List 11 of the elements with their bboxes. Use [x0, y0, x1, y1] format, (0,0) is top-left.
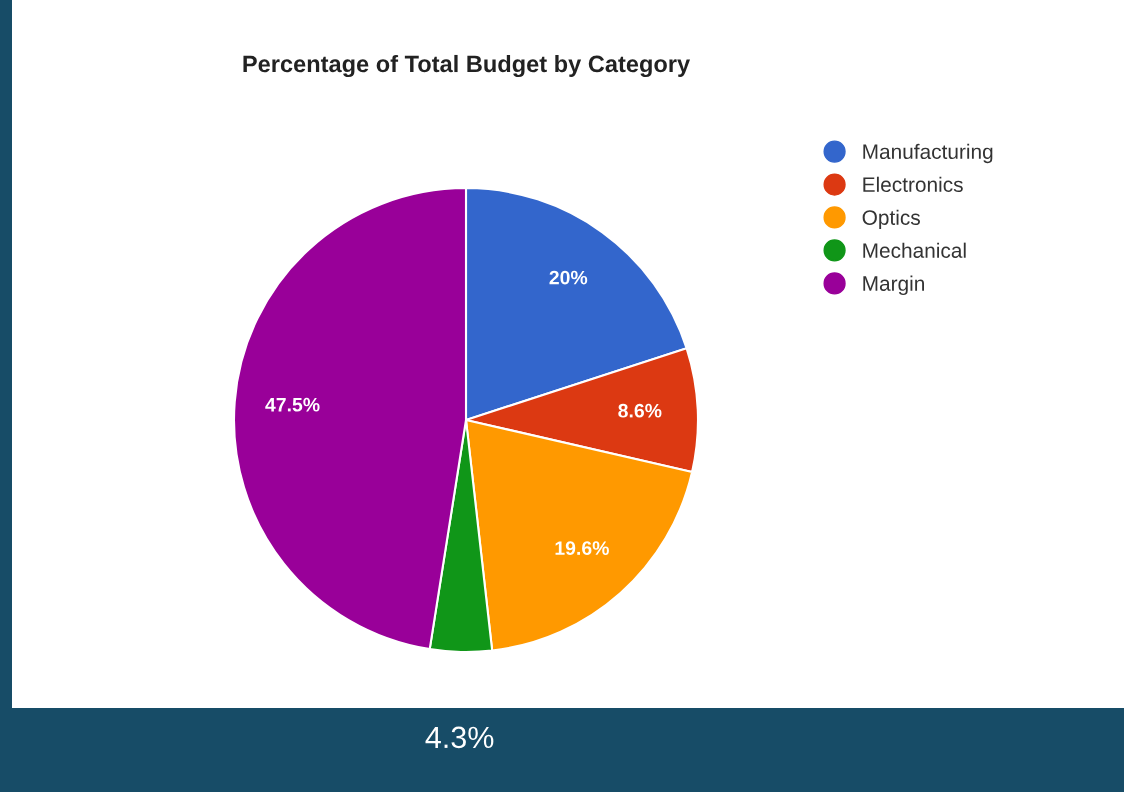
data-label: 47.5%: [265, 397, 320, 412]
legend-label: Margin: [863, 275, 924, 296]
data-label: 20%: [549, 270, 588, 285]
data-label: 8.6%: [618, 403, 662, 418]
data-label: 4.3%: [425, 726, 494, 749]
data-label: 19.6%: [555, 541, 609, 556]
legend-label: Electronics: [863, 176, 963, 193]
legend-label: Optics: [862, 209, 920, 230]
legend-label: Mechanical: [863, 242, 966, 258]
chart-title: Percentage of Total Budget by Category: [243, 54, 691, 78]
legend-label: Manufacturing: [863, 143, 993, 164]
